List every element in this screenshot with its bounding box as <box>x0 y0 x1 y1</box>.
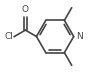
Text: O: O <box>22 5 29 14</box>
Text: N: N <box>76 32 83 41</box>
Text: Cl: Cl <box>4 32 13 41</box>
